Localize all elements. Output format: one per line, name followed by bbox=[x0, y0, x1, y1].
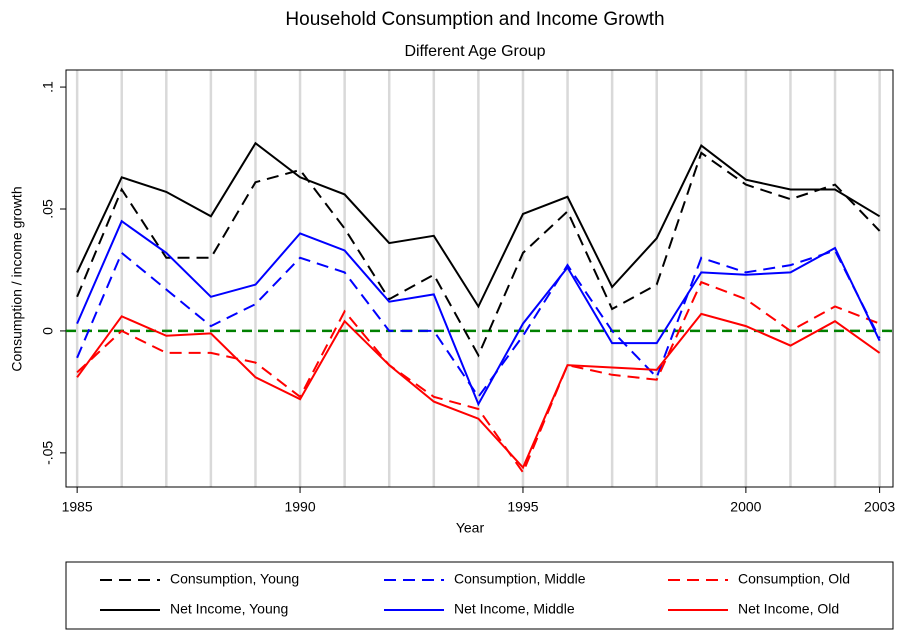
legend-label: Consumption, Young bbox=[170, 571, 299, 587]
y-tick-label: -.05 bbox=[40, 441, 56, 465]
y-tick-label: .1 bbox=[40, 81, 56, 93]
y-tick-label: .05 bbox=[40, 199, 56, 219]
y-axis-label: Consumption / income growth bbox=[9, 186, 25, 371]
series-line bbox=[76, 312, 881, 470]
series-line bbox=[76, 219, 881, 407]
x-tick-label: 1985 bbox=[62, 499, 93, 515]
series-line bbox=[76, 141, 881, 309]
legend-box bbox=[65, 561, 894, 630]
x-axis-label: Year bbox=[456, 520, 485, 536]
series-line bbox=[76, 249, 881, 399]
series-line bbox=[76, 280, 880, 475]
series-line bbox=[76, 151, 881, 358]
x-tick-label: 2003 bbox=[864, 499, 895, 515]
x-tick-label: 2000 bbox=[730, 499, 761, 515]
chart-title: Household Consumption and Income Growth bbox=[285, 9, 664, 30]
y-tick-label: 0 bbox=[40, 327, 56, 335]
legend-label: Net Income, Young bbox=[170, 601, 288, 617]
legend-label: Net Income, Middle bbox=[454, 601, 575, 617]
legend-label: Consumption, Middle bbox=[454, 571, 586, 587]
legend-label: Consumption, Old bbox=[738, 571, 850, 587]
legend-label: Net Income, Old bbox=[738, 601, 839, 617]
plot-frame bbox=[65, 69, 894, 488]
x-tick-label: 1990 bbox=[284, 499, 315, 515]
chart-subtitle: Different Age Group bbox=[404, 43, 545, 60]
x-tick-label: 1995 bbox=[507, 499, 538, 515]
